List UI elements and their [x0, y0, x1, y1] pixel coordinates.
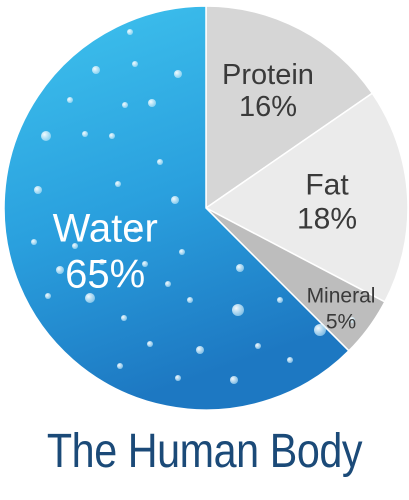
water-bubble: [99, 259, 105, 265]
water-bubble: [109, 133, 115, 139]
water-bubble: [67, 97, 73, 103]
water-bubble: [127, 29, 133, 35]
slice-label-mineral: Mineral: [307, 285, 376, 308]
slice-value-water: 65%: [65, 253, 145, 297]
slice-value-mineral: 5%: [326, 311, 356, 334]
water-bubble: [115, 181, 121, 187]
slice-value-protein: 16%: [239, 91, 297, 123]
water-bubble: [349, 317, 355, 323]
slice-label-water: Water: [53, 207, 158, 251]
water-bubble: [133, 227, 139, 233]
water-bubble: [187, 297, 193, 303]
pie-slice-protein: [205, 5, 374, 210]
water-bubble: [31, 239, 37, 245]
water-bubble: [132, 61, 138, 67]
water-bubble: [85, 293, 95, 303]
water-bubble: [174, 70, 182, 78]
water-bubble: [277, 297, 283, 303]
water-bubble: [314, 324, 326, 336]
water-bubble: [34, 186, 42, 194]
water-bubble: [121, 315, 127, 321]
pie-slice-water: [3, 5, 350, 411]
water-bubble: [45, 293, 51, 299]
water-bubble: [255, 343, 261, 349]
water-bubble: [196, 346, 204, 354]
water-bubble: [157, 159, 163, 165]
water-bubble: [230, 376, 238, 384]
pie-slices: [3, 5, 409, 411]
water-bubble: [147, 341, 153, 347]
pie-slice-fat: [204, 92, 409, 303]
water-bubble: [56, 266, 64, 274]
water-bubble: [232, 304, 244, 316]
water-bubble: [92, 66, 100, 74]
water-bubble: [142, 261, 148, 267]
slice-label-fat: Fat: [305, 169, 349, 202]
slice-label-protein: Protein: [222, 59, 314, 91]
water-bubble: [82, 131, 88, 137]
water-bubbles: [31, 29, 355, 384]
water-bubble: [287, 357, 293, 363]
slice-value-fat: 18%: [297, 203, 357, 236]
water-bubble: [236, 264, 244, 272]
water-bubble: [171, 196, 179, 204]
water-bubble: [179, 249, 185, 255]
chart-title: The Human Body: [46, 425, 363, 478]
water-bubble: [72, 243, 78, 249]
water-bubble: [117, 363, 123, 369]
water-bubble: [122, 102, 128, 108]
water-bubble: [165, 281, 171, 287]
water-bubble: [148, 99, 156, 107]
water-bubble: [175, 375, 181, 381]
water-bubble: [41, 131, 51, 141]
